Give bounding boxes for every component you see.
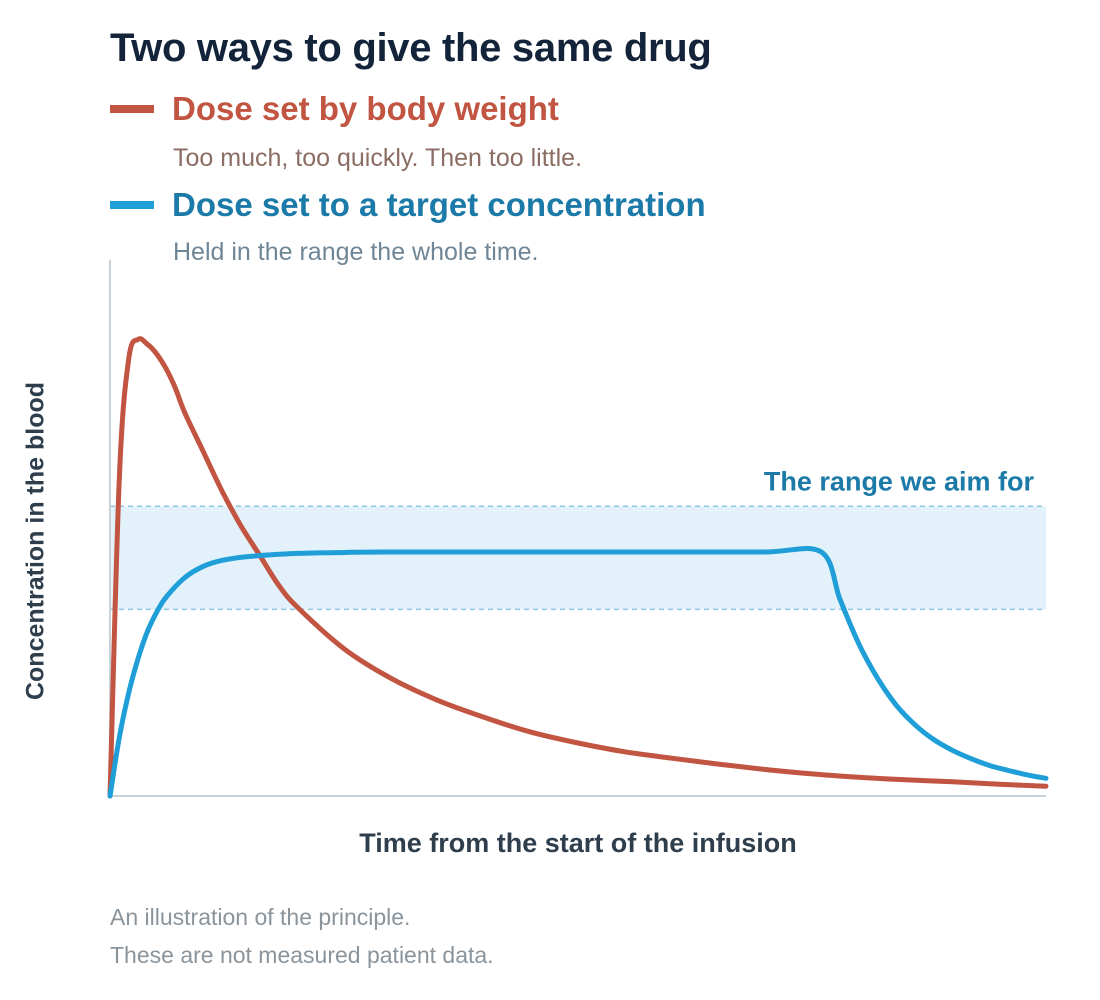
y-axis-label: Concentration in the blood xyxy=(21,381,50,701)
series-layer xyxy=(107,336,1049,799)
legend-note-target: Held in the range the whole time. xyxy=(173,238,539,266)
series-line-weight xyxy=(107,336,1049,799)
chart-title: Two ways to give the same drug xyxy=(110,26,712,70)
footnote-line-2: These are not measured patient data. xyxy=(110,942,494,968)
target-range-band xyxy=(110,506,1046,610)
legend-note-weight: Too much, too quickly. Then too little. xyxy=(173,144,583,172)
legend-label-weight: Dose set by body weight xyxy=(172,90,559,127)
x-axis-label: Time from the start of the infusion xyxy=(359,828,797,858)
legend-entry-weight: Dose set by body weight xyxy=(110,90,559,128)
legend-label-target: Dose set to a target concentration xyxy=(172,186,706,223)
series-line-target xyxy=(107,545,1049,799)
legend-swatch-weight xyxy=(110,105,154,113)
legend-entry-target: Dose set to a target concentration xyxy=(110,186,706,224)
target-range-label: The range we aim for xyxy=(764,466,1035,496)
footnote-line-1: An illustration of the principle. xyxy=(110,904,411,930)
legend-swatch-target xyxy=(110,201,154,209)
